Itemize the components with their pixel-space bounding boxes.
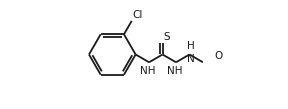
Text: Cl: Cl — [132, 10, 143, 20]
Text: NH: NH — [140, 66, 156, 76]
Text: N: N — [187, 54, 195, 64]
Text: O: O — [214, 51, 222, 61]
Text: S: S — [163, 32, 170, 42]
Text: NH: NH — [167, 66, 183, 76]
Text: H: H — [187, 41, 195, 51]
